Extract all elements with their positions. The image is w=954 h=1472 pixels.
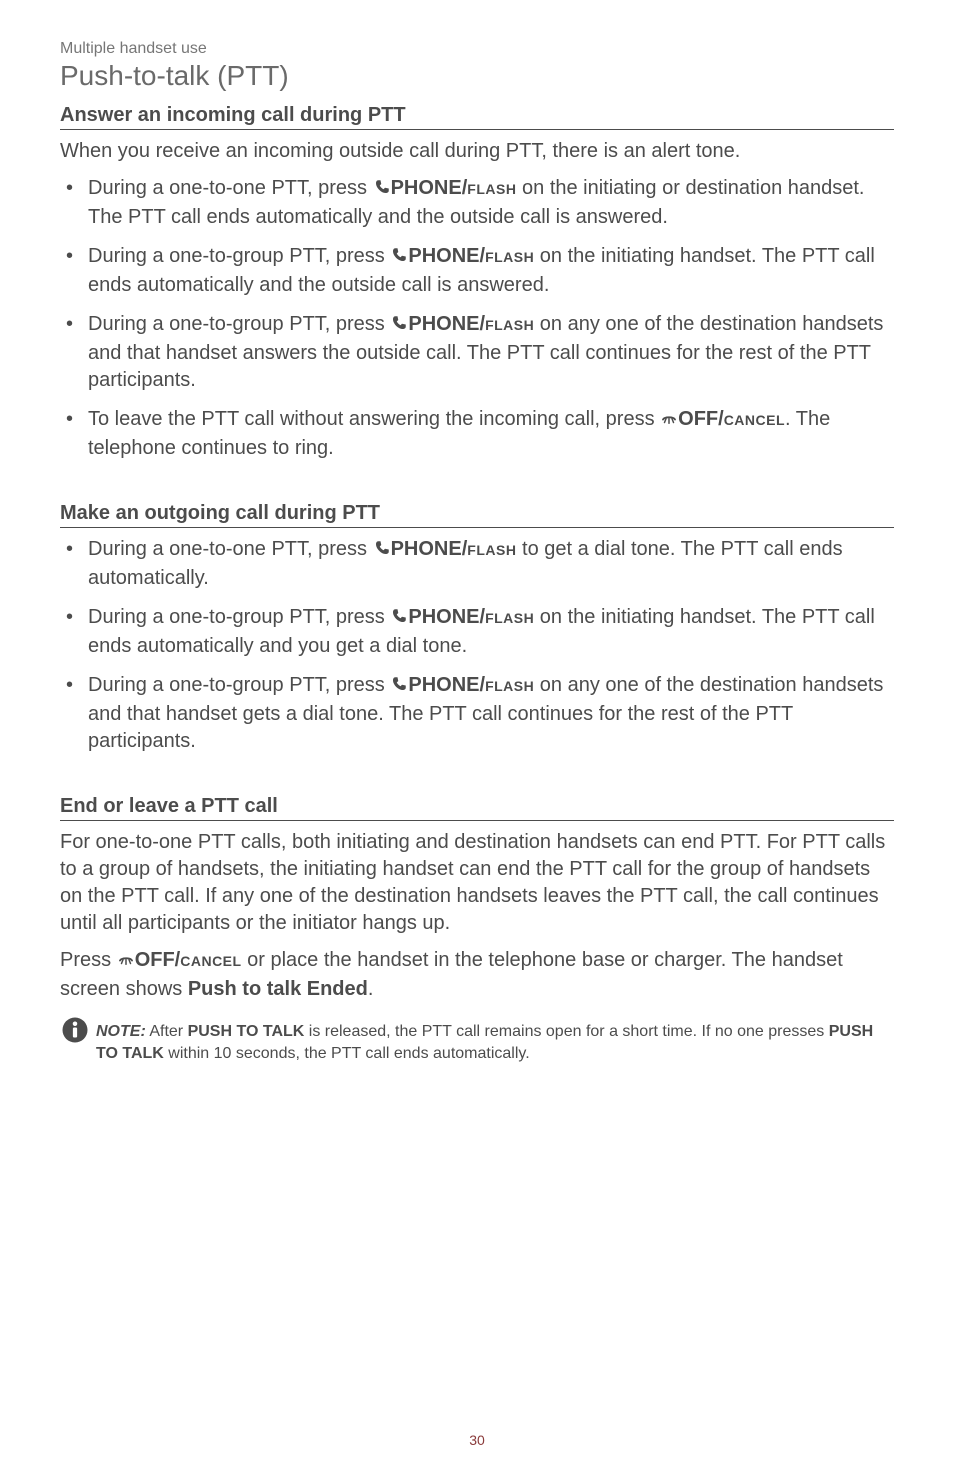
bullet-pre: During a one-to-group PTT, press <box>88 313 390 335</box>
note-b1: PUSH TO TALK <box>188 1023 305 1040</box>
bullet-btn-bold: PHONE/ <box>408 674 485 696</box>
bullet-pre: To leave the PTT call without answering … <box>88 408 660 430</box>
list-item: During a one-to-group PTT, press PHONE/f… <box>60 311 894 394</box>
bullet-btn-bold: PHONE/ <box>408 606 485 628</box>
section1-list: During a one-to-one PTT, press PHONE/fla… <box>60 175 894 462</box>
list-item: During a one-to-one PTT, press PHONE/fla… <box>60 175 894 231</box>
bullet-btn-sc: flash <box>485 313 534 335</box>
page: Multiple handset use Push-to-talk (PTT) … <box>0 0 954 1472</box>
page-title: Push-to-talk (PTT) <box>60 60 894 92</box>
bullet-btn-sc: flash <box>485 245 534 267</box>
section2-list: During a one-to-one PTT, press PHONE/fla… <box>60 536 894 755</box>
bullet-btn-bold: PHONE/ <box>391 177 468 199</box>
bullet-pre: During a one-to-group PTT, press <box>88 606 390 628</box>
bullet-btn-bold: PHONE/ <box>408 313 485 335</box>
phone-icon <box>390 245 408 272</box>
press-post: . <box>368 978 374 1000</box>
bullet-btn-sc: flash <box>467 538 516 560</box>
note-t3: within 10 seconds, the PTT call ends aut… <box>164 1045 530 1062</box>
press-pre: Press <box>60 949 117 971</box>
bullet-btn-sc: flash <box>485 674 534 696</box>
note-text: NOTE: After PUSH TO TALK is released, th… <box>96 1021 894 1066</box>
list-item: During a one-to-group PTT, press PHONE/f… <box>60 243 894 299</box>
bullet-btn-sc: cancel <box>724 408 785 430</box>
info-icon <box>60 1015 90 1050</box>
section3-press-line: Press OFF/cancel or place the handset in… <box>60 947 894 1003</box>
phone-icon <box>390 606 408 633</box>
note-t1: After <box>146 1023 188 1040</box>
phone-icon <box>373 177 391 204</box>
press-bold-end: Push to talk Ended <box>188 978 368 1000</box>
bullet-btn-bold: PHONE/ <box>391 538 468 560</box>
page-number: 30 <box>0 1432 954 1448</box>
section1-heading: Answer an incoming call during PTT <box>60 104 894 130</box>
section2-heading: Make an outgoing call during PTT <box>60 502 894 528</box>
bullet-pre: During a one-to-one PTT, press <box>88 538 373 560</box>
phone-icon <box>373 538 391 565</box>
press-btn-bold: OFF/ <box>135 949 181 971</box>
note-block: NOTE: After PUSH TO TALK is released, th… <box>60 1021 894 1066</box>
list-item: To leave the PTT call without answering … <box>60 406 894 462</box>
bullet-btn-sc: flash <box>467 177 516 199</box>
off-icon <box>660 408 678 435</box>
bullet-pre: During a one-to-group PTT, press <box>88 674 390 696</box>
section3-para1: For one-to-one PTT calls, both initiatin… <box>60 829 894 937</box>
section1-intro: When you receive an incoming outside cal… <box>60 138 894 165</box>
press-btn-sc: cancel <box>180 949 241 971</box>
phone-icon <box>390 674 408 701</box>
phone-icon <box>390 313 408 340</box>
bullet-btn-sc: flash <box>485 606 534 628</box>
bullet-pre: During a one-to-group PTT, press <box>88 245 390 267</box>
list-item: During a one-to-group PTT, press PHONE/f… <box>60 672 894 755</box>
list-item: During a one-to-group PTT, press PHONE/f… <box>60 604 894 660</box>
off-icon <box>117 949 135 976</box>
bullet-pre: During a one-to-one PTT, press <box>88 177 373 199</box>
bullet-btn-bold: OFF/ <box>678 408 724 430</box>
list-item: During a one-to-one PTT, press PHONE/fla… <box>60 536 894 592</box>
note-label: NOTE: <box>96 1023 146 1040</box>
bullet-btn-bold: PHONE/ <box>408 245 485 267</box>
section3-heading: End or leave a PTT call <box>60 795 894 821</box>
note-t2: is released, the PTT call remains open f… <box>304 1023 828 1040</box>
overline-text: Multiple handset use <box>60 40 894 58</box>
